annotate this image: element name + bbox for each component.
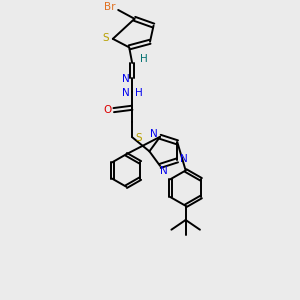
- Text: N: N: [150, 129, 158, 139]
- Text: H: H: [135, 88, 142, 98]
- Text: N: N: [180, 154, 188, 164]
- Text: Br: Br: [104, 2, 116, 12]
- Text: S: S: [102, 33, 109, 43]
- Text: N: N: [122, 74, 130, 84]
- Text: N: N: [122, 88, 130, 98]
- Text: H: H: [140, 55, 148, 64]
- Text: S: S: [135, 133, 142, 143]
- Text: N: N: [160, 166, 167, 176]
- Text: O: O: [104, 105, 112, 115]
